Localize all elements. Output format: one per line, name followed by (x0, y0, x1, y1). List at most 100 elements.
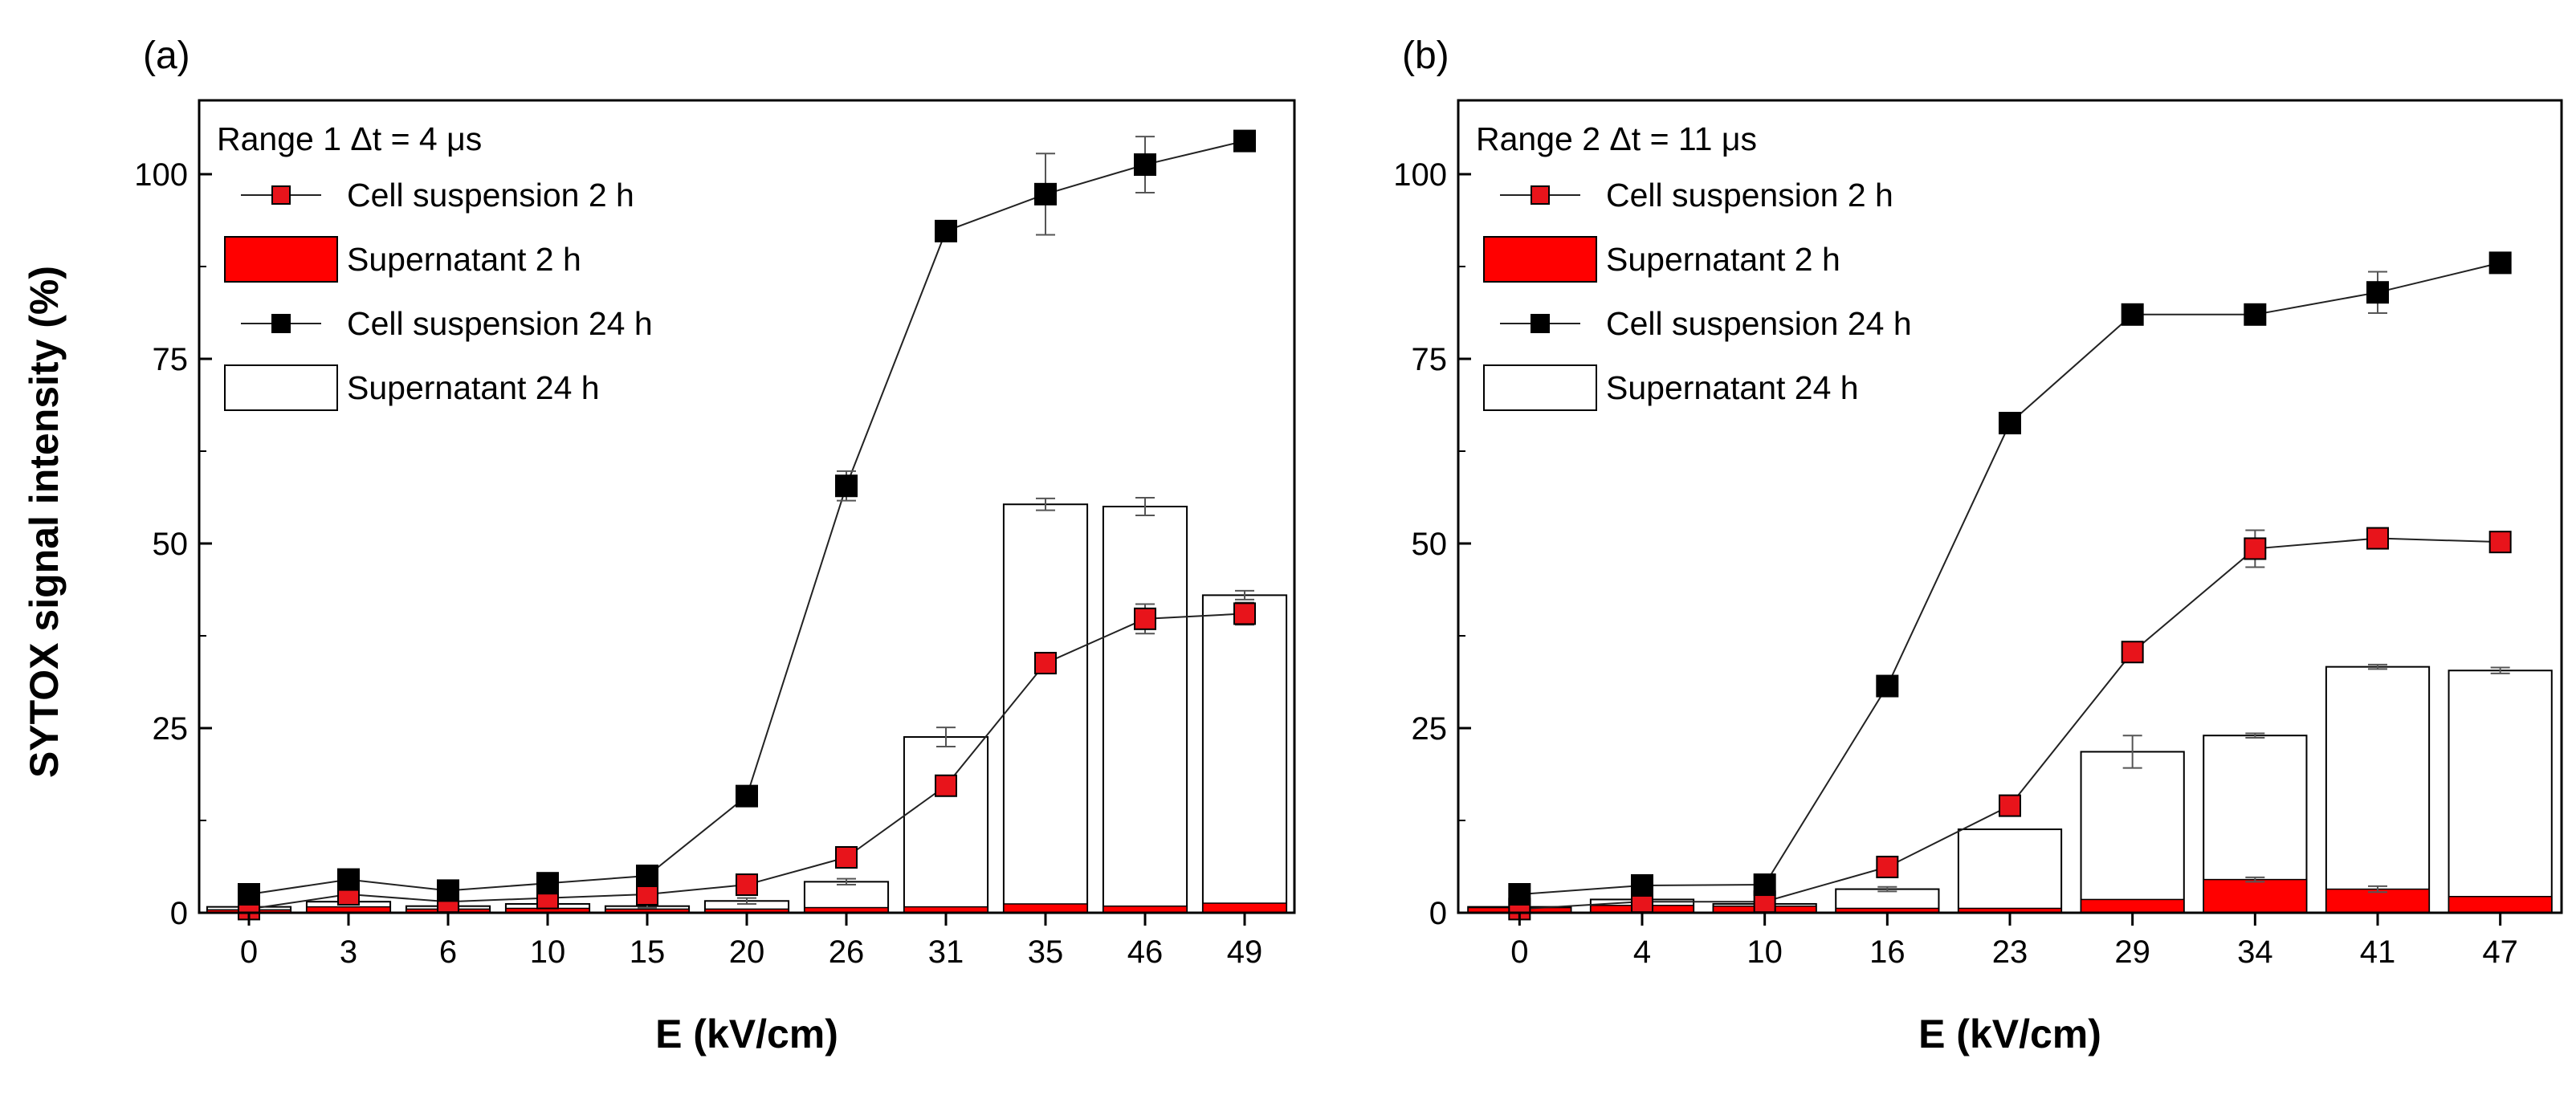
y-tick-label: 25 (153, 711, 189, 747)
x-tick-label: 10 (530, 934, 566, 970)
legend-swatch (1483, 364, 1597, 411)
x-tick-label: 20 (729, 934, 765, 970)
x-tick-label: 26 (829, 934, 865, 970)
marker-cell-suspension-2h (2121, 641, 2144, 664)
x-tick-label: 0 (1510, 934, 1528, 970)
marker-cell-suspension-2h (2244, 537, 2267, 560)
legend-label: Cell suspension 24 h (1606, 305, 1912, 342)
y-axis-title: SYTOX signal intensity (%) (22, 266, 67, 778)
marker-cell-suspension-24h (2488, 251, 2512, 275)
marker-cell-suspension-24h (636, 865, 658, 887)
marker-cell-suspension-2h (636, 883, 658, 906)
bar-supernatant-24h (1102, 506, 1188, 914)
marker-cell-suspension-24h (1134, 153, 1156, 177)
marker-cell-suspension-2h (835, 846, 858, 869)
bar-supernatant-2h (2448, 896, 2553, 914)
legend-label: Supernatant 24 h (1606, 369, 1859, 406)
marker-cell-suspension-24h (935, 219, 957, 242)
legend-title: Range 1 Δt = 4 μs (217, 120, 482, 157)
marker-cell-suspension-2h (736, 873, 758, 897)
bar-supernatant-24h (2325, 666, 2431, 914)
legend-marker (271, 185, 291, 205)
marker-cell-suspension-24h (1753, 873, 1776, 897)
marker-cell-suspension-24h (437, 879, 459, 902)
x-tick-label: 49 (1227, 934, 1263, 970)
bar-supernatant-2h (2325, 888, 2430, 914)
marker-cell-suspension-24h (536, 872, 559, 895)
y-tick-label: 0 (170, 896, 188, 931)
panel-2: 0 25 50 75 100 0 4 10 16 23 29 34 41 47 E (kV/cm) (b) Ra… (1393, 35, 2563, 1056)
marker-cell-suspension-2h (1233, 602, 1256, 625)
x-tick-label: 15 (630, 934, 666, 970)
panel-label: (b) (1402, 35, 1449, 77)
legend-swatch (1483, 236, 1597, 283)
marker-cell-suspension-24h (1508, 883, 1531, 906)
bar-supernatant-2h (2080, 898, 2185, 914)
bar-supernatant-2h (1003, 903, 1088, 914)
legend-title: Range 2 Δt = 11 μs (1476, 120, 1757, 157)
x-tick-label: 6 (439, 934, 457, 970)
marker-cell-suspension-24h (1631, 873, 1653, 897)
y-tick-label: 100 (1393, 157, 1447, 193)
legend-swatch (224, 236, 338, 283)
x-tick-label: 31 (928, 934, 964, 970)
bar-supernatant-2h (2203, 878, 2308, 914)
x-tick-label: 3 (340, 934, 357, 970)
x-tick-label: 10 (1747, 934, 1783, 970)
legend-swatch (224, 364, 338, 411)
marker-cell-suspension-2h (2488, 531, 2512, 554)
legend-label: Cell suspension 24 h (347, 305, 653, 342)
y-tick-label: 25 (1412, 711, 1448, 747)
bar-supernatant-2h (1202, 902, 1287, 914)
panel-1: 0 25 50 75 100 0 3 6 10 15 20 26 31 35 46 49 E (kV/cm) (a… (134, 35, 1296, 1056)
legend-label: Supernatant 2 h (1606, 241, 1840, 278)
y-tick-label: 0 (1429, 896, 1447, 931)
x-tick-label: 4 (1633, 934, 1651, 970)
x-axis-title: E (kV/cm) (1918, 1012, 2101, 1056)
marker-cell-suspension-24h (2366, 281, 2389, 304)
bar-supernatant-24h (1957, 828, 2063, 914)
marker-cell-suspension-24h (1999, 412, 2021, 435)
bar-supernatant-24h (1002, 503, 1089, 914)
marker-cell-suspension-2h (1876, 855, 1899, 878)
legend-label: Supernatant 24 h (347, 369, 600, 406)
marker-cell-suspension-24h (1233, 129, 1256, 153)
panel-label: (a) (143, 35, 190, 77)
y-tick-label: 75 (1412, 342, 1448, 377)
x-tick-label: 23 (1992, 934, 2028, 970)
y-tick-label: 50 (153, 527, 189, 562)
legend-marker (1531, 185, 1550, 205)
marker-cell-suspension-24h (337, 868, 360, 891)
marker-cell-suspension-24h (2121, 303, 2144, 326)
legend-label: Cell suspension 2 h (1606, 177, 1893, 214)
marker-cell-suspension-24h (238, 883, 260, 906)
x-axis-title: E (kV/cm) (655, 1012, 838, 1056)
legend-label: Cell suspension 2 h (347, 177, 634, 214)
marker-cell-suspension-24h (2244, 303, 2267, 326)
marker-cell-suspension-2h (2366, 527, 2389, 550)
y-tick-label: 75 (153, 342, 189, 377)
bar-supernatant-24h (903, 736, 989, 914)
x-tick-label: 35 (1028, 934, 1064, 970)
bar-supernatant-24h (2080, 751, 2185, 914)
bar-supernatant-24h (2448, 670, 2553, 914)
marker-cell-suspension-24h (1034, 182, 1057, 206)
legend-marker (271, 314, 291, 333)
marker-cell-suspension-2h (935, 774, 957, 797)
x-tick-label: 46 (1127, 934, 1164, 970)
legend-marker (1531, 314, 1550, 333)
y-tick-label: 50 (1412, 527, 1448, 562)
x-tick-label: 0 (240, 934, 258, 970)
marker-cell-suspension-2h (1034, 652, 1057, 675)
x-tick-label: 16 (1869, 934, 1906, 970)
bar-supernatant-24h (1201, 594, 1288, 914)
marker-cell-suspension-2h (1134, 607, 1156, 630)
marker-cell-suspension-24h (835, 474, 858, 498)
x-tick-label: 47 (2482, 934, 2518, 970)
line-cell-suspension-2h (248, 613, 1245, 910)
x-tick-label: 41 (2360, 934, 2396, 970)
legend-label: Supernatant 2 h (347, 241, 581, 278)
x-tick-label: 29 (2114, 934, 2150, 970)
y-tick-label: 100 (134, 157, 188, 193)
